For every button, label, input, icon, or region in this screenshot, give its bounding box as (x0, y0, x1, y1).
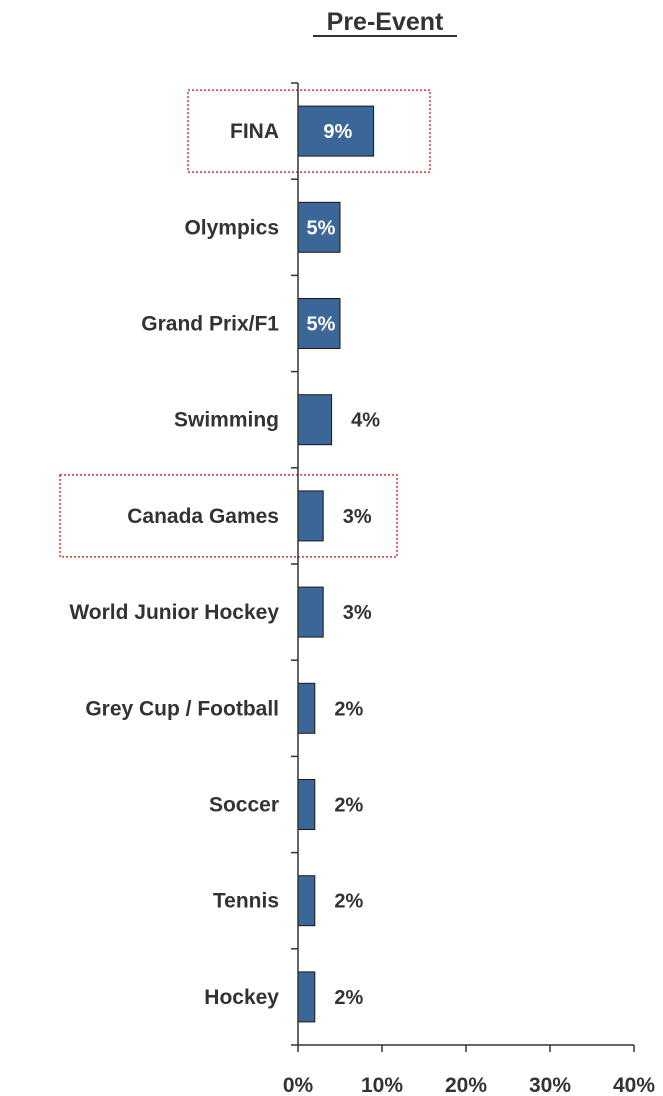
category-label: World Junior Hockey (69, 601, 279, 624)
x-tick-label: 10% (361, 1074, 403, 1096)
data-label: 9% (323, 121, 352, 143)
x-tick-label: 40% (613, 1074, 655, 1096)
x-tick-label: 30% (529, 1074, 571, 1096)
category-label: Grey Cup / Football (85, 697, 279, 720)
chart-title: Pre-Event (327, 8, 444, 36)
data-label: 4% (351, 410, 380, 432)
bar (297, 298, 341, 349)
category-label: Tennis (213, 890, 279, 913)
x-tick-label: 0% (283, 1074, 314, 1096)
data-label: 2% (334, 698, 363, 720)
highlight-box (187, 89, 431, 173)
x-tick-label: 20% (445, 1074, 487, 1096)
highlight-box (59, 474, 398, 558)
bar (297, 779, 316, 830)
data-label: 2% (334, 987, 363, 1009)
category-label: Canada Games (127, 505, 279, 528)
data-label: 3% (343, 506, 372, 528)
bar (297, 394, 333, 446)
bar (297, 490, 324, 542)
bar (297, 586, 324, 638)
data-label: 5% (307, 217, 336, 239)
plot-area: FINA 9% Olympics 5% Grand Prix/F1 5% Swimming 4… (59, 82, 655, 1096)
data-label: 3% (343, 602, 372, 624)
category-label: Olympics (184, 216, 279, 239)
category-label: Swimming (174, 409, 279, 432)
bar (297, 105, 375, 157)
data-label: 5% (307, 314, 336, 336)
category-label: FINA (230, 120, 279, 143)
category-label: Soccer (209, 794, 279, 817)
bar (297, 875, 316, 927)
data-label: 2% (334, 795, 363, 817)
bar (297, 971, 316, 1023)
data-label: 2% (334, 891, 363, 913)
category-label: Hockey (204, 986, 279, 1009)
category-label: Grand Prix/F1 (141, 313, 279, 336)
bar (297, 682, 316, 734)
